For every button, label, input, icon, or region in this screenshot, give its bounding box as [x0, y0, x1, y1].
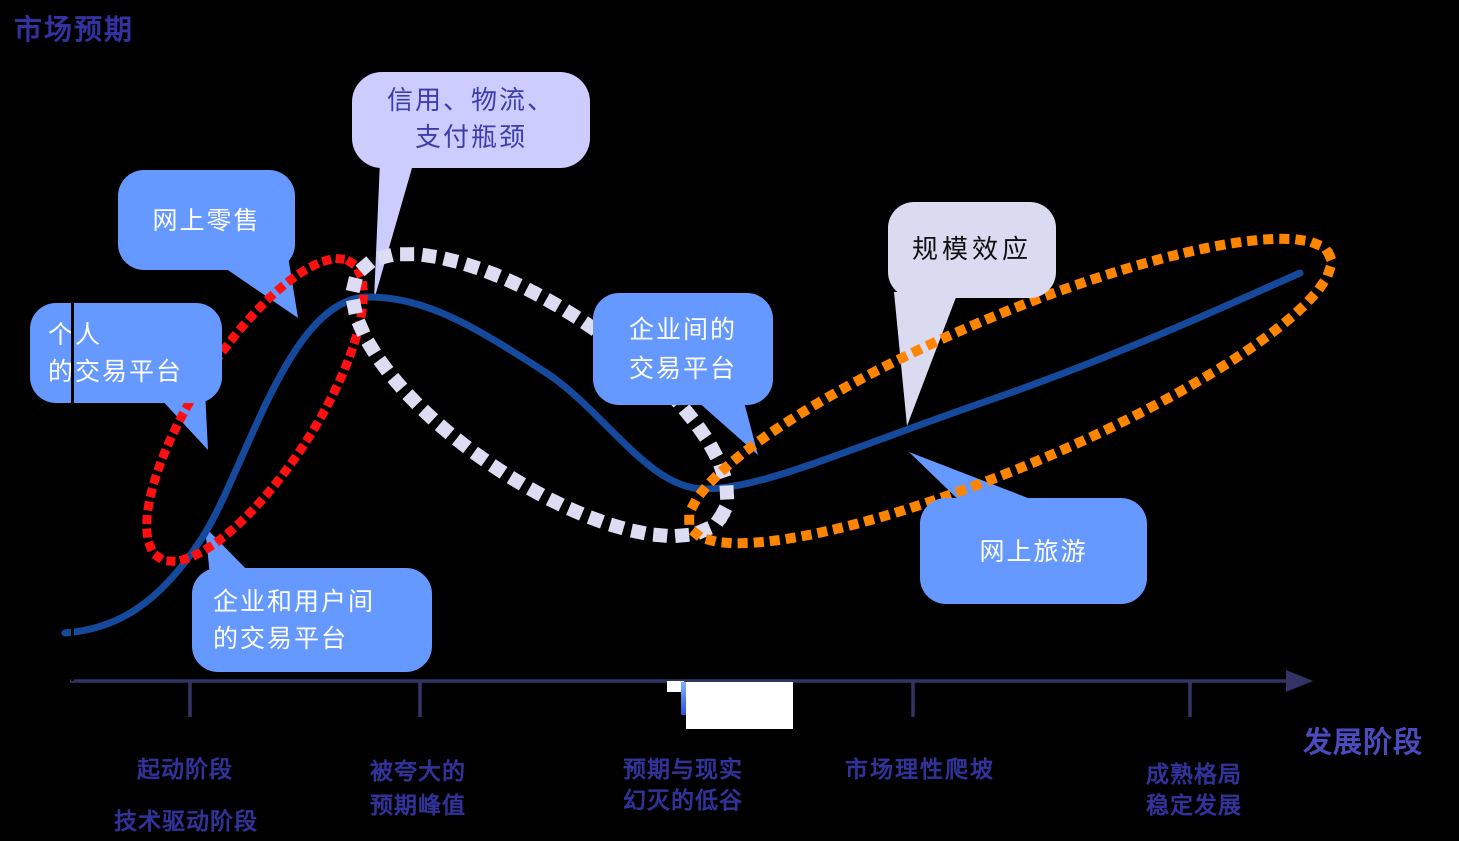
stage-label-inflated-expectations: 被夸大的 预期峰值 [370, 759, 466, 819]
x-axis-arrowhead [1286, 670, 1313, 692]
callout-online-retail: 网上零售 [118, 170, 295, 270]
stage-label-technology-driven: 技术驱动阶段 [114, 809, 258, 835]
stage-label-mature-stable: 成熟格局 稳定发展 [1146, 762, 1242, 819]
callout-tail-bottleneck [374, 161, 414, 300]
white-dotted-ellipse [346, 247, 734, 543]
stage-label-rational-climb: 市场理性爬坡 [845, 757, 995, 783]
callout-text: 网上旅游 [979, 536, 1088, 566]
white-patch-small [667, 681, 684, 692]
callout-tail-scale-effect [894, 292, 958, 426]
red-dotted-ellipse [142, 254, 368, 566]
callout-tail-online-retail [222, 256, 298, 318]
callout-enterprise-user-platform: 企业和用户间 的交易平台 [192, 568, 432, 672]
callout-text: 规模效应 [911, 234, 1032, 265]
stage-label-trough-of-disillusionment: 预期与现实 幻灭的低谷 [623, 757, 743, 814]
white-patch [686, 682, 793, 729]
y-axis [71, 55, 74, 681]
x-axis-title: 发展阶段 [1303, 725, 1424, 759]
callout-text: 交易平台 [628, 354, 737, 383]
callout-personal-platform: 个人 的交易平台 [30, 303, 222, 403]
chart-y-axis-title: 市场预期 [14, 13, 135, 46]
callout-text: 支付瓶颈 [414, 123, 527, 153]
hype-cycle-curve [61, 269, 1304, 637]
callout-tail-b2b-platform [697, 398, 758, 455]
callout-text: 的交易平台 [48, 357, 184, 386]
callout-bottleneck: 信用、物流、 支付瓶颈 [352, 72, 590, 168]
highlighted-axis-tick [681, 682, 686, 715]
callout-b2b-platform: 企业间的 交易平台 [593, 293, 773, 405]
callout-text: 个人 [48, 320, 103, 349]
callout-text: 企业间的 [628, 315, 737, 344]
callout-scale-effect: 规模效应 [888, 202, 1056, 298]
callout-text: 企业和用户间 [213, 587, 376, 616]
callout-online-travel: 网上旅游 [920, 498, 1147, 604]
orange-dotted-ellipse [684, 233, 1336, 549]
callout-text: 网上零售 [152, 205, 261, 235]
callout-text: 的交易平台 [213, 624, 349, 653]
stage-label-launch: 起动阶段 [137, 757, 233, 783]
callout-text: 信用、物流、 [386, 86, 555, 116]
